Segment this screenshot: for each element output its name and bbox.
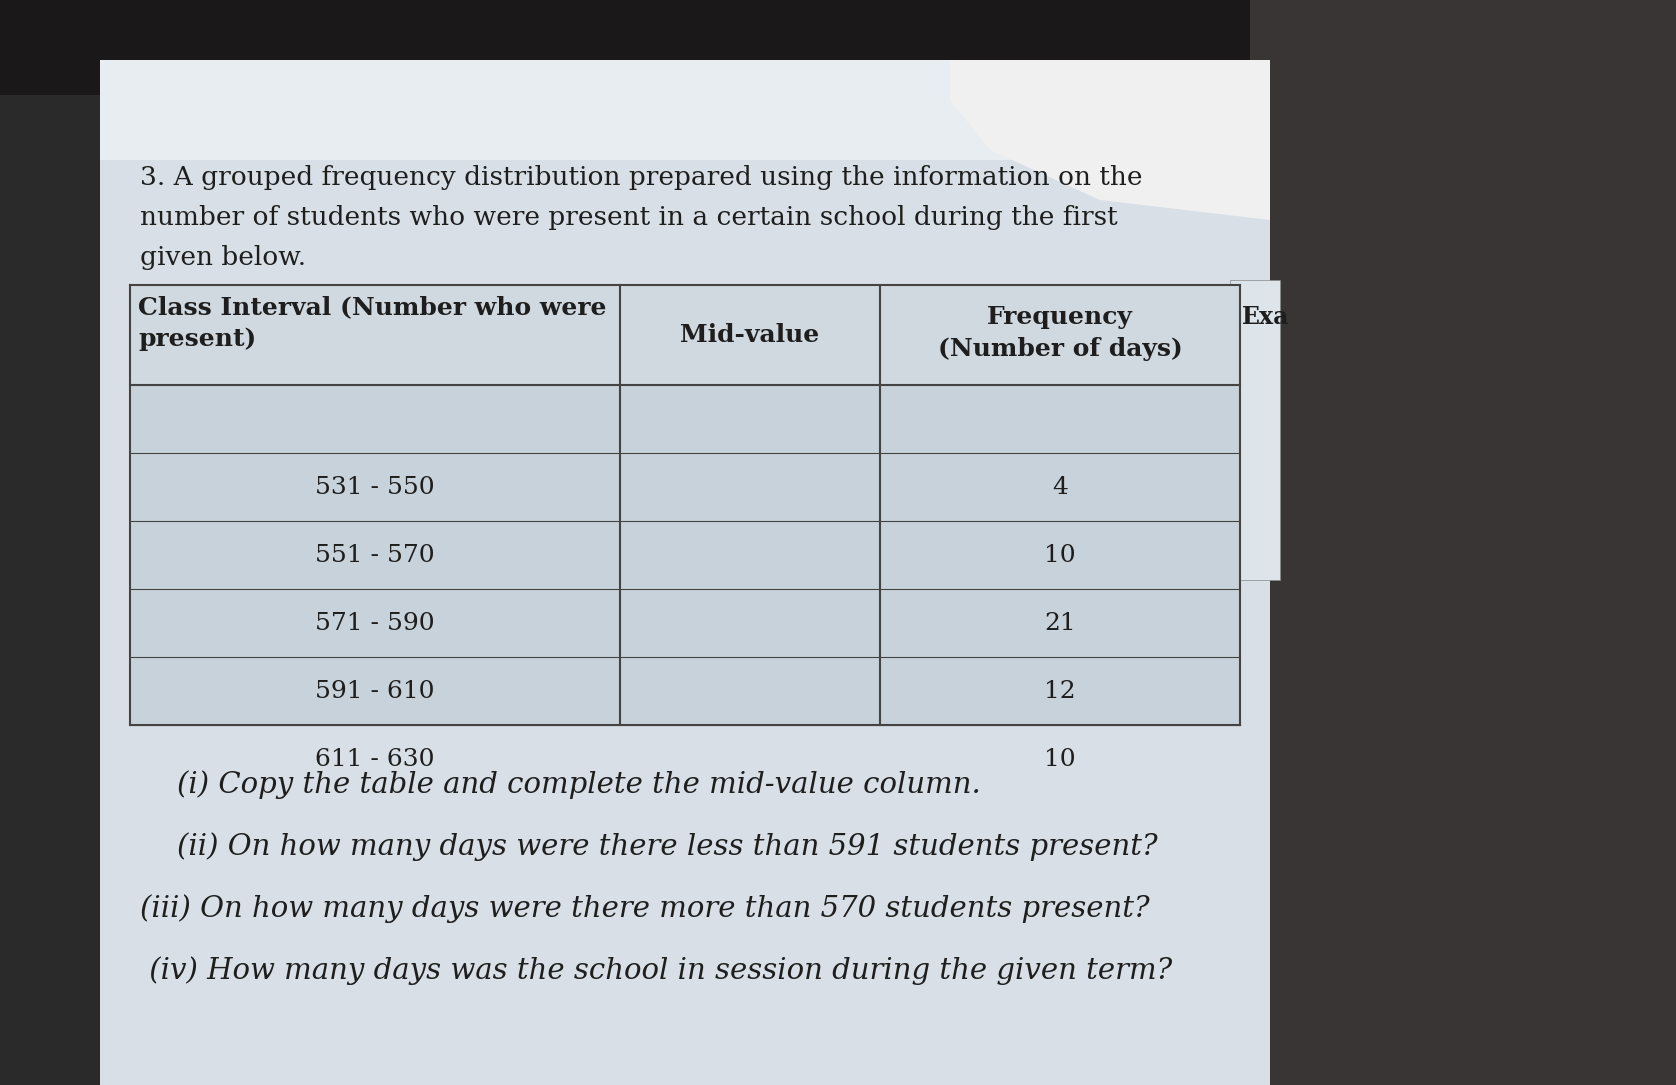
Text: 21: 21 xyxy=(1044,612,1076,635)
Text: 10: 10 xyxy=(1044,748,1076,770)
Text: given below.: given below. xyxy=(141,245,307,270)
Text: (iv) How many days was the school in session during the given term?: (iv) How many days was the school in ses… xyxy=(141,956,1172,985)
Text: (Number of days): (Number of days) xyxy=(937,337,1182,361)
Polygon shape xyxy=(101,60,1270,1085)
Text: 10: 10 xyxy=(1044,544,1076,566)
Text: Frequency: Frequency xyxy=(987,305,1133,329)
Text: 531 - 550: 531 - 550 xyxy=(315,475,434,498)
Bar xyxy=(1230,280,1280,580)
Text: Mid-value: Mid-value xyxy=(680,323,820,347)
Bar xyxy=(131,285,1240,725)
Bar xyxy=(1250,0,1676,1085)
Text: Class Interval (Number who were: Class Interval (Number who were xyxy=(137,295,607,319)
Bar xyxy=(131,285,1240,385)
Text: 611 - 630: 611 - 630 xyxy=(315,748,434,770)
Text: present): present) xyxy=(137,327,256,352)
Text: Exa: Exa xyxy=(1242,305,1289,329)
Text: number of students who were present in a certain school during the first: number of students who were present in a… xyxy=(141,205,1118,230)
Text: 4: 4 xyxy=(1053,475,1068,498)
Text: 12: 12 xyxy=(1044,679,1076,702)
Bar xyxy=(0,0,1676,95)
Text: (i) Copy the table and complete the mid-value column.: (i) Copy the table and complete the mid-… xyxy=(141,770,980,799)
Text: 591 - 610: 591 - 610 xyxy=(315,679,434,702)
Bar xyxy=(101,60,1270,159)
Text: 571 - 590: 571 - 590 xyxy=(315,612,434,635)
Text: (iii) On how many days were there more than 570 students present?: (iii) On how many days were there more t… xyxy=(141,894,1150,923)
Text: 3. A grouped frequency distribution prepared using the information on the: 3. A grouped frequency distribution prep… xyxy=(141,165,1143,190)
Text: (ii) On how many days were there less than 591 students present?: (ii) On how many days were there less th… xyxy=(141,832,1158,860)
Text: 551 - 570: 551 - 570 xyxy=(315,544,434,566)
Polygon shape xyxy=(950,60,1270,220)
